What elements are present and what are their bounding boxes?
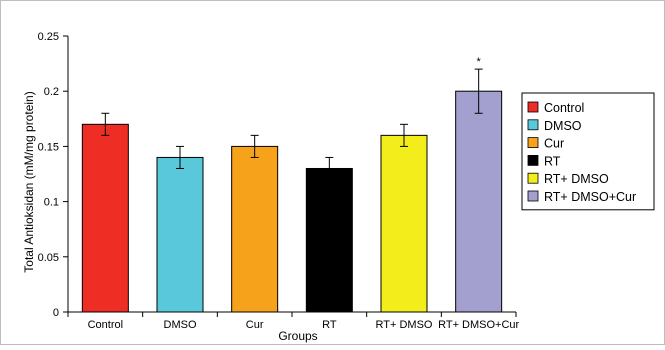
x-tick-label: DMSO [164, 319, 197, 331]
bar [305, 167, 353, 313]
legend-swatch [527, 190, 539, 202]
legend-swatch [527, 101, 539, 113]
legend-label: DMSO [544, 119, 582, 133]
y-tick-label: 0.15 [38, 141, 59, 153]
x-tick-label: RT+ DMSO [376, 319, 433, 331]
bar [455, 90, 503, 313]
x-tick-label: Cur [246, 319, 264, 331]
bar [156, 156, 204, 313]
legend-label: RT [544, 154, 561, 168]
significance-marker: * [477, 56, 482, 68]
bar [81, 123, 129, 313]
y-tick-label: 0.25 [38, 31, 59, 43]
legend-swatch [527, 119, 539, 131]
y-tick-label: 0.1 [44, 197, 59, 209]
plot-area: 0 0.05 0.1 0.15 0.2 0.25 Control DMSO Cur RT RT+ D… [38, 31, 520, 331]
bar [380, 134, 428, 313]
legend-swatch [527, 137, 539, 149]
y-axis-title: Total Antioksidan (mM/mg protein) [22, 91, 36, 272]
legend-label: RT+ DMSO+Cur [544, 190, 636, 204]
legend-label: Cur [544, 137, 564, 151]
legend-box [521, 92, 655, 211]
legend-swatch [527, 154, 539, 166]
bar [231, 145, 279, 313]
legend-swatch [527, 172, 539, 184]
legend-label: RT+ DMSO [544, 172, 609, 186]
x-axis-title: Groups [278, 329, 317, 343]
x-tick-label: RT [322, 319, 337, 331]
y-tick-label: 0 [53, 307, 59, 319]
x-tick-label: RT+ DMSO+Cur [438, 319, 519, 331]
y-tick-label: 0.05 [38, 252, 59, 264]
legend: Control DMSO Cur RT RT+ DMSO RT+ DMSO+Cur [521, 92, 655, 211]
x-tick-label: Control [88, 319, 123, 331]
y-tick-label: 0.2 [44, 86, 59, 98]
legend-label: Control [544, 101, 584, 115]
